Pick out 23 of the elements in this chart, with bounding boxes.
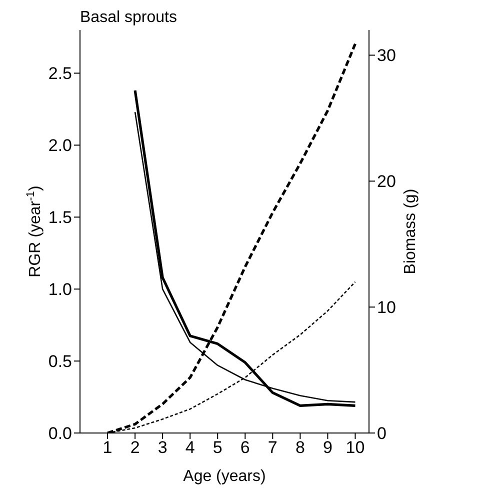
x-tick-label: 5 <box>212 438 222 458</box>
y-tick-label: 0.0 <box>48 424 72 444</box>
x-tick-label: 1 <box>102 438 112 458</box>
y-tick-label: 2.0 <box>48 136 72 156</box>
x-tick-label: 4 <box>185 438 195 458</box>
x-tick-label: 6 <box>240 438 250 458</box>
x-tick-label: 8 <box>295 438 305 458</box>
y-tick-label: 1.5 <box>48 208 72 228</box>
x-tick-label: 7 <box>268 438 278 458</box>
x-tick-label: 10 <box>346 438 365 458</box>
y2-axis-title: Biomass (g) <box>402 188 419 274</box>
y2-tick-label: 30 <box>377 46 396 66</box>
x-axis-title: Age (years) <box>183 468 266 485</box>
y2-tick-label: 0 <box>377 424 386 444</box>
x-tick-label: 3 <box>158 438 168 458</box>
y-tick-label: 2.5 <box>48 64 72 84</box>
x-tick-label: 2 <box>130 438 140 458</box>
x-tick-label: 9 <box>322 438 332 458</box>
y2-tick-label: 10 <box>377 298 396 318</box>
y2-tick-label: 20 <box>377 172 396 192</box>
y-tick-label: 0.5 <box>48 352 72 372</box>
y-tick-label: 1.0 <box>48 280 72 300</box>
chart-title: Basal sprouts <box>80 8 177 28</box>
